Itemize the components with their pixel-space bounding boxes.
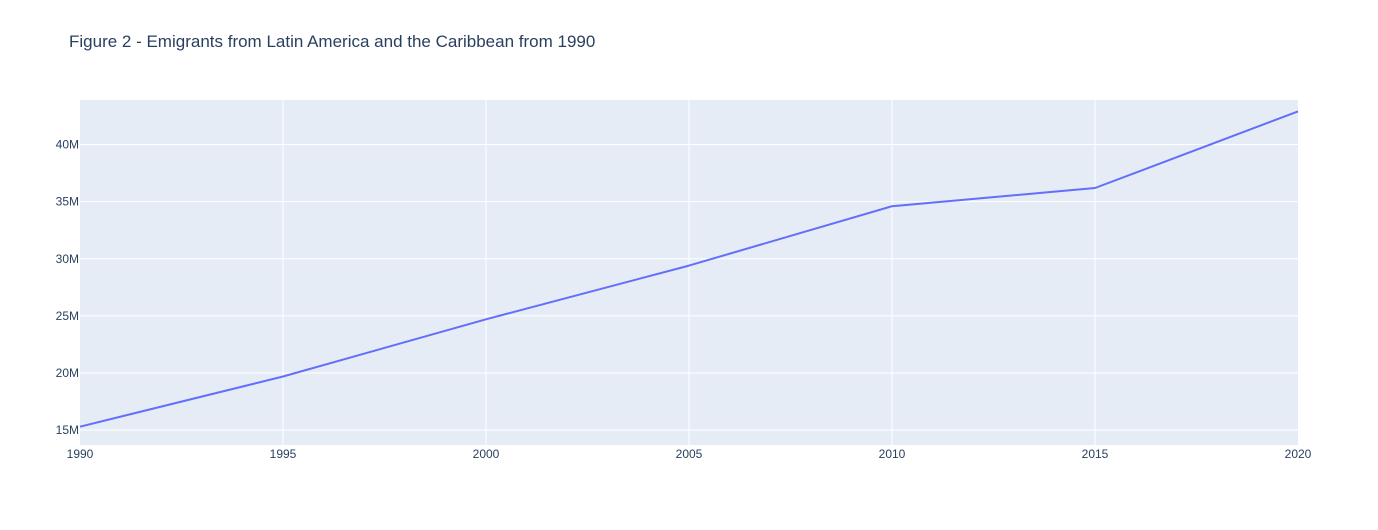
x-tick-label: 2010 [879, 447, 906, 461]
y-tick-label: 35M [56, 195, 79, 209]
x-tick-label: 2015 [1082, 447, 1109, 461]
y-tick-label: 25M [56, 309, 79, 323]
y-tick-label: 15M [56, 423, 79, 437]
y-tick-label: 30M [56, 252, 79, 266]
x-tick-label: 2020 [1285, 447, 1312, 461]
y-tick-label: 20M [56, 366, 79, 380]
y-tick-label: 40M [56, 138, 79, 152]
x-axis-ticks: 1990 1995 2000 2005 2010 2015 2020 [67, 447, 1312, 461]
x-tick-label: 2000 [473, 447, 500, 461]
x-tick-label: 1995 [270, 447, 297, 461]
y-axis-ticks: 15M 20M 25M 30M 35M 40M [56, 138, 79, 438]
x-tick-label: 1990 [67, 447, 94, 461]
chart-title: Figure 2 - Emigrants from Latin America … [69, 32, 595, 52]
x-tick-label: 2005 [676, 447, 703, 461]
